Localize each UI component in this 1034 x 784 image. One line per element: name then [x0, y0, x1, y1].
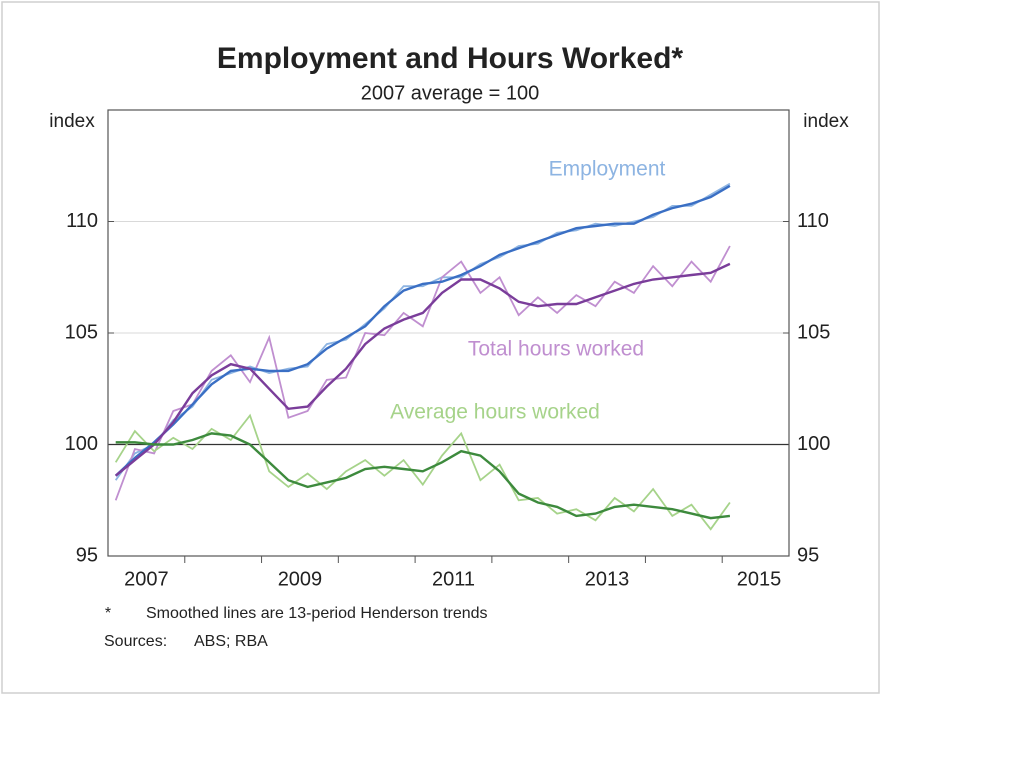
y2-axis-label: index: [803, 111, 849, 132]
trend-line: [114, 262, 731, 477]
raw-line: [114, 245, 731, 501]
sources: ABS; RBA: [194, 633, 268, 650]
y-axis-label: index: [49, 111, 95, 132]
y-tick-label: 105: [65, 321, 98, 343]
sources-label: Sources:: [104, 633, 167, 650]
footnote: Smoothed lines are 13-period Henderson t…: [146, 605, 488, 622]
x-tick-label: 2011: [432, 568, 475, 590]
y-tick-label: 100: [65, 433, 98, 455]
x-tick-label: 2009: [278, 568, 323, 590]
y-tick-label: 110: [66, 210, 98, 232]
footnote-marker: *: [105, 605, 111, 622]
chart-title: Employment and Hours Worked*: [217, 42, 684, 75]
x-tick-label: 2013: [585, 568, 630, 590]
y2-tick-label: 110: [797, 210, 829, 232]
series-label: Average hours worked: [390, 401, 600, 424]
trend-line: [115, 432, 731, 520]
chart-subtitle: 2007 average = 100: [361, 82, 540, 104]
y2-tick-label: 100: [797, 433, 830, 455]
raw-line: [114, 413, 731, 531]
x-tick-label: 2007: [124, 568, 169, 590]
chart-frame: [1, 1, 880, 694]
x-tick-label: 2015: [737, 568, 782, 590]
series-label: Employment: [549, 158, 666, 181]
series-label: Total hours worked: [468, 338, 644, 361]
y-tick-label: 95: [76, 544, 98, 566]
y2-tick-label: 105: [797, 321, 830, 343]
trend-line: [114, 184, 731, 477]
plot-frame: [107, 109, 790, 557]
y2-tick-label: 95: [797, 544, 819, 566]
